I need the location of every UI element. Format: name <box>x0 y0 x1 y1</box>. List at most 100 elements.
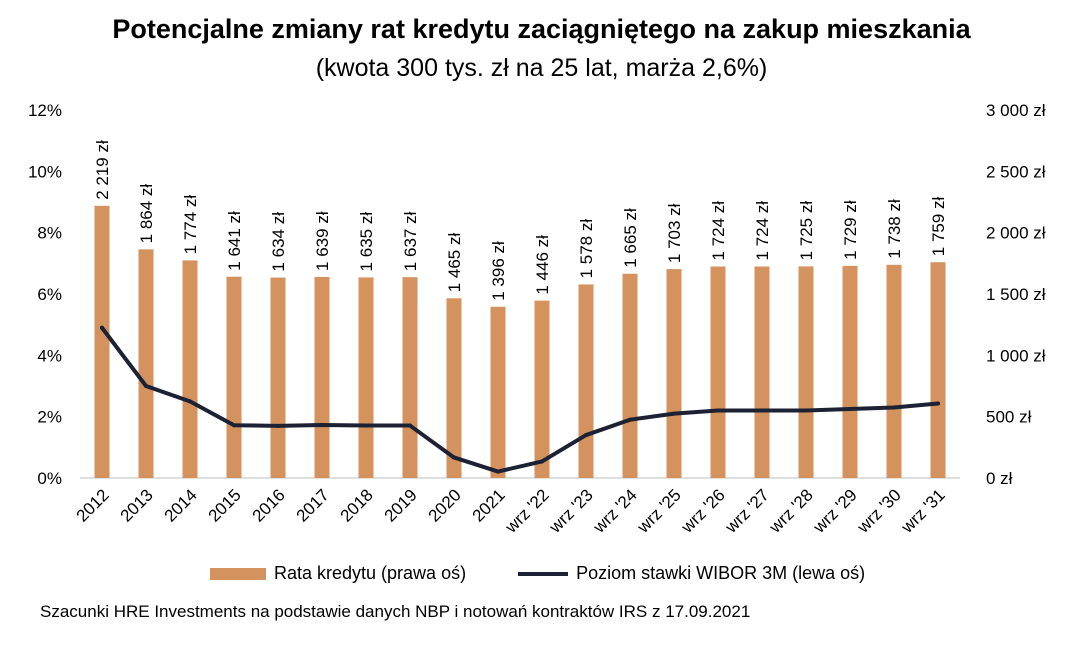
bar-data-label: 1 724 zł <box>753 201 772 261</box>
x-axis-tick-label: 2018 <box>337 485 377 525</box>
bar <box>798 266 814 478</box>
wibor-point <box>716 408 720 413</box>
wibor-point <box>892 405 896 410</box>
x-axis-tick-label: wrz '22 <box>501 485 553 537</box>
right-axis-tick-label: 500 zł <box>986 408 1032 427</box>
left-axis-tick-label: 0% <box>37 469 62 488</box>
bar-data-label: 1 665 zł <box>621 208 640 268</box>
left-axis-tick-label: 10% <box>28 162 62 181</box>
bar <box>754 266 770 478</box>
bar-data-label: 1 634 zł <box>269 212 288 272</box>
bar <box>182 260 198 478</box>
x-axis-tick-label: wrz '26 <box>677 485 729 537</box>
bar <box>490 306 506 478</box>
x-axis-tick-label: 2017 <box>293 485 333 525</box>
wibor-point <box>232 423 236 428</box>
wibor-point <box>628 417 632 422</box>
x-axis-tick-label: 2015 <box>205 485 245 525</box>
chart-subtitle: (kwota 300 tys. zł na 25 lat, marża 2,6%… <box>315 54 768 82</box>
wibor-point <box>276 423 280 428</box>
x-axis-tick-label: 2020 <box>425 485 465 525</box>
x-axis-tick-label: wrz '27 <box>721 485 773 537</box>
bar-data-label: 2 219 zł <box>93 140 112 200</box>
right-axis-tick-label: 1 500 zł <box>986 285 1046 304</box>
bar <box>886 264 902 478</box>
bar-data-label: 1 759 zł <box>929 196 948 256</box>
wibor-point <box>848 407 852 411</box>
left-axis-tick-label: 12% <box>28 101 62 120</box>
bar <box>930 262 946 478</box>
bar <box>138 249 154 478</box>
bar-data-label: 1 729 zł <box>841 200 860 260</box>
left-axis-tick-label: 4% <box>37 346 62 365</box>
bar-data-label: 1 578 zł <box>577 219 596 279</box>
x-axis-tick-label: wrz '25 <box>633 485 685 537</box>
bar <box>226 276 242 478</box>
right-axis-tick-label: 0 zł <box>986 469 1013 488</box>
bar <box>446 298 462 478</box>
wibor-point <box>100 325 104 330</box>
bar-data-label: 1 641 zł <box>225 211 244 271</box>
bar <box>358 277 374 478</box>
bar-data-label: 1 465 zł <box>445 233 464 293</box>
wibor-point <box>584 433 588 438</box>
bar <box>402 277 418 478</box>
x-axis-tick-label: wrz '28 <box>765 485 817 537</box>
x-axis-tick-label: 2021 <box>469 485 509 525</box>
wibor-point <box>320 422 324 427</box>
bar-data-label: 1 396 zł <box>489 241 508 301</box>
x-axis-tick-label: 2016 <box>249 485 289 525</box>
right-axis-tick-label: 1 000 zł <box>986 346 1046 365</box>
bar-data-label: 1 637 zł <box>401 211 420 271</box>
bar <box>94 205 110 478</box>
legend-bar-swatch <box>210 567 266 580</box>
bar-data-label: 1 738 zł <box>885 199 904 259</box>
bar-data-label: 1 724 zł <box>709 201 728 261</box>
chart-title: Potencjalne zmiany rat kredytu zaciągnię… <box>112 14 971 44</box>
right-axis-tick-label: 2 500 zł <box>986 162 1046 181</box>
bar <box>314 276 330 478</box>
wibor-point <box>540 459 544 464</box>
source-note: Szacunki HRE Investments na podstawie da… <box>40 602 751 621</box>
legend-bar-label: Rata kredytu (prawa oś) <box>274 563 467 583</box>
right-axis-tick-label: 3 000 zł <box>986 101 1046 120</box>
bar <box>622 273 638 478</box>
x-axis-tick-label: 2013 <box>117 485 157 525</box>
left-axis-tick-label: 2% <box>37 408 62 427</box>
bar <box>842 265 858 478</box>
wibor-point <box>496 469 500 474</box>
left-axis-tick-label: 8% <box>37 224 62 243</box>
bar-data-label: 1 703 zł <box>665 203 684 263</box>
legend: Rata kredytu (prawa oś) Poziom stawki WI… <box>210 563 865 584</box>
bar <box>710 266 726 478</box>
bar <box>578 284 594 478</box>
bar <box>270 277 286 478</box>
wibor-point <box>804 408 808 413</box>
wibor-point <box>188 399 192 404</box>
legend-line-label: Poziom stawki WIBOR 3M (lewa oś) <box>576 563 866 583</box>
wibor-line <box>100 325 940 474</box>
wibor-point <box>452 455 456 460</box>
right-axis-tick-label: 2 000 zł <box>986 224 1046 243</box>
x-axis-tick-label: 2012 <box>73 485 113 525</box>
wibor-point <box>936 401 940 406</box>
bar-data-label: 1 639 zł <box>313 211 332 271</box>
bar <box>534 300 550 478</box>
x-axis-tick-label: wrz '23 <box>545 485 597 537</box>
wibor-point <box>672 411 676 416</box>
x-axis-tick-label: wrz '30 <box>853 485 905 537</box>
bar-data-label: 1 446 zł <box>533 235 552 295</box>
x-axis-tick-label: wrz '29 <box>809 485 861 537</box>
bar-data-label: 1 635 zł <box>357 212 376 272</box>
x-axis-tick-label: 2014 <box>161 485 201 525</box>
bar-data-label: 1 774 zł <box>181 195 200 255</box>
wibor-point <box>364 423 368 428</box>
wibor-point <box>408 423 412 428</box>
x-axis-tick-label: 2019 <box>381 485 421 525</box>
left-axis-tick-label: 6% <box>37 285 62 304</box>
wibor-point <box>144 384 148 388</box>
x-axis-tick-label: wrz '31 <box>897 485 949 537</box>
bar-data-label: 1 725 zł <box>797 201 816 261</box>
wibor-point <box>760 408 764 413</box>
